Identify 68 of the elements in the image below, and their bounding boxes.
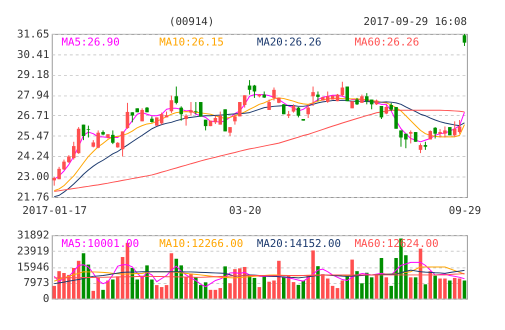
bar bbox=[424, 284, 428, 299]
bar bbox=[101, 290, 105, 299]
candlestick bbox=[428, 130, 432, 140]
bar bbox=[433, 276, 437, 299]
y-tick-label: 27.94 bbox=[17, 88, 50, 102]
series-label: MA10:12266.00 bbox=[159, 236, 244, 250]
text: MA20:14152.00 bbox=[256, 236, 341, 250]
candlestick bbox=[306, 104, 310, 119]
candlestick bbox=[272, 87, 276, 102]
bar bbox=[106, 280, 110, 299]
y-tick-label: 31.65 bbox=[17, 27, 50, 40]
text: MA20:26.26 bbox=[256, 36, 322, 49]
bar bbox=[316, 266, 320, 299]
x-tick-label: 09-29 bbox=[448, 204, 482, 218]
bar bbox=[111, 280, 115, 299]
bar bbox=[384, 277, 388, 299]
bar bbox=[448, 280, 452, 299]
bar bbox=[282, 277, 286, 299]
bar bbox=[408, 277, 412, 299]
candlestick bbox=[380, 106, 384, 120]
y-tick-label: 23919 bbox=[17, 244, 50, 258]
bar bbox=[380, 258, 384, 299]
y-tick-label: 24.24 bbox=[17, 150, 50, 163]
text: MA60:26.26 bbox=[354, 36, 420, 49]
candlestick bbox=[184, 114, 188, 126]
y-tick-label: 15946 bbox=[17, 260, 50, 274]
x-tick-label: 03-20 bbox=[229, 204, 262, 218]
candlestick bbox=[345, 86, 350, 102]
y-tick-label: 7973 bbox=[23, 276, 50, 290]
line-series bbox=[54, 270, 465, 284]
series-label: MA5:10001.00 bbox=[62, 236, 140, 250]
candlestick bbox=[170, 95, 174, 114]
y-tick-label: 31892 bbox=[17, 228, 50, 242]
y-tick-label: 23.00 bbox=[17, 170, 50, 184]
candlestick bbox=[433, 126, 437, 139]
candlestick bbox=[311, 86, 315, 106]
candlestick bbox=[408, 130, 412, 144]
y-tick-label: 30.41 bbox=[17, 48, 50, 61]
text: 2017-09-29 16:08 bbox=[364, 15, 467, 28]
candlestick bbox=[267, 99, 271, 110]
bar bbox=[345, 276, 350, 299]
bar bbox=[262, 276, 266, 299]
candlestick bbox=[414, 132, 418, 142]
candlestick bbox=[418, 142, 422, 154]
x-tick-label: 2017-01-17 bbox=[22, 204, 88, 218]
y-tick-label: 21.76 bbox=[17, 190, 50, 204]
candlestick bbox=[126, 102, 130, 130]
candlestick bbox=[296, 106, 300, 118]
candlestick bbox=[179, 106, 183, 122]
y-tick-label: 29.18 bbox=[17, 68, 50, 82]
candlestick bbox=[140, 108, 144, 122]
line-series bbox=[54, 262, 465, 288]
text: MA10:26.15 bbox=[159, 36, 224, 49]
text: MA5:26.90 bbox=[62, 36, 120, 49]
bar bbox=[414, 277, 418, 299]
candlestick bbox=[223, 108, 227, 132]
candlestick bbox=[233, 114, 237, 126]
candlestick bbox=[316, 90, 320, 102]
candlestick bbox=[174, 86, 178, 105]
bar bbox=[462, 280, 466, 299]
y-tick-label: 25.47 bbox=[17, 129, 50, 142]
bar bbox=[258, 287, 262, 299]
candlestick bbox=[204, 119, 208, 131]
chart-title: (00914) bbox=[168, 15, 214, 28]
y-tick-label: 26.71 bbox=[17, 108, 50, 122]
candlestick bbox=[111, 130, 115, 145]
candlestick bbox=[462, 33, 466, 46]
y-tick-label: 0 bbox=[42, 292, 50, 306]
